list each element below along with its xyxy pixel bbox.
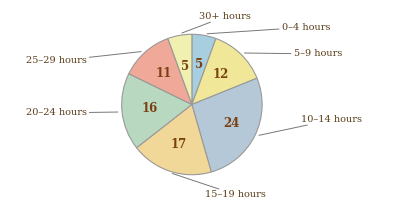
Text: 16: 16 xyxy=(142,102,158,115)
Text: 25–29 hours: 25–29 hours xyxy=(26,52,141,65)
Text: 30+ hours: 30+ hours xyxy=(182,12,251,33)
Text: 17: 17 xyxy=(171,138,187,151)
Text: 5: 5 xyxy=(195,58,203,71)
Text: 15–19 hours: 15–19 hours xyxy=(173,173,265,199)
Wedge shape xyxy=(122,74,192,148)
Text: 10–14 hours: 10–14 hours xyxy=(259,115,362,135)
Text: 11: 11 xyxy=(156,67,172,80)
Text: 5–9 hours: 5–9 hours xyxy=(244,50,342,59)
Wedge shape xyxy=(168,34,192,104)
Wedge shape xyxy=(192,34,216,104)
Text: 12: 12 xyxy=(213,68,229,81)
Text: 0–4 hours: 0–4 hours xyxy=(207,23,330,34)
Text: 5: 5 xyxy=(181,60,189,73)
Wedge shape xyxy=(192,38,257,104)
Wedge shape xyxy=(192,78,262,172)
Wedge shape xyxy=(137,104,211,175)
Wedge shape xyxy=(129,38,192,104)
Text: 24: 24 xyxy=(223,117,239,130)
Text: 20–24 hours: 20–24 hours xyxy=(25,108,118,117)
